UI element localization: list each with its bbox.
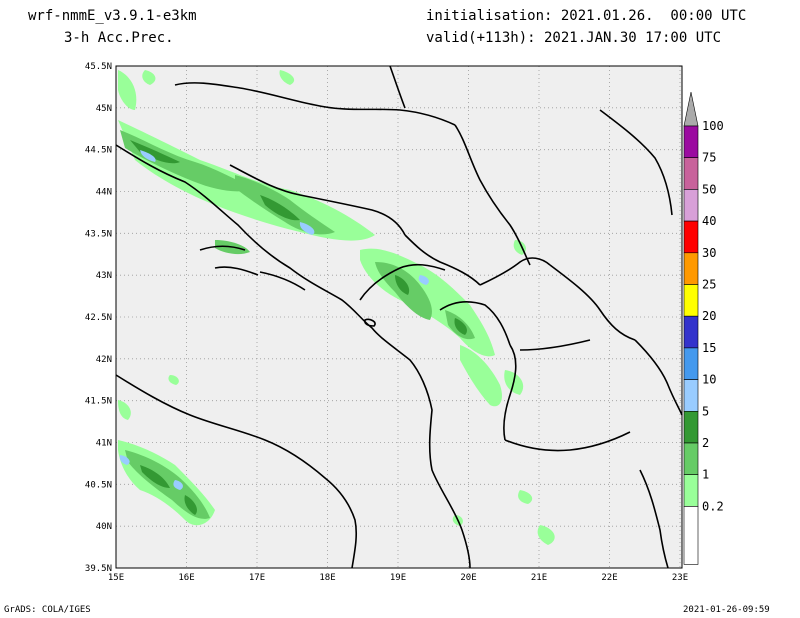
colorbar-segment (683, 189, 699, 222)
hungary-border (389, 65, 406, 109)
field-title: 3-h Acc.Prec. (64, 30, 174, 46)
lat-tick-label: 42.5N (85, 313, 112, 323)
lat-tick-label: 42N (96, 355, 112, 365)
colorbar-segment (683, 125, 699, 159)
colorbar-label: 15 (702, 341, 716, 355)
colorbar-labels: 100 75 50 40 30 25 20 15 10 5 2 1 0.2 (702, 119, 724, 513)
bosnia-serbia-border (404, 234, 481, 286)
colorbar-label: 10 (702, 373, 716, 387)
colorbar-segment (683, 506, 699, 565)
longitude-labels: 15E 16E 17E 18E 19E 20E 21E 22E 23E (108, 573, 688, 583)
lon-tick-label: 17E (249, 573, 265, 583)
lat-tick-label: 44N (96, 188, 112, 198)
boundaries (115, 65, 683, 569)
colorbar-label: 100 (702, 119, 724, 133)
colorbar-label: 75 (702, 151, 716, 165)
map-frame (115, 65, 683, 569)
macedonia-bulgaria (519, 339, 591, 351)
initialisation-label: initialisation: 2021.01.26. 00:00 UTC (426, 8, 747, 24)
colorbar-segment (683, 347, 699, 380)
colorbar-label: 30 (702, 246, 716, 260)
lon-tick-label: 16E (178, 573, 194, 583)
adriatic-east-coast (115, 144, 471, 569)
colorbar-label: 50 (702, 182, 716, 196)
lon-tick-label: 15E (108, 573, 124, 583)
timestamp: 2021-01-26-09:59 (683, 605, 770, 615)
colorbar-segment (683, 315, 699, 349)
colorbar-segment (683, 220, 699, 254)
kosovo-north (479, 257, 551, 286)
macedonia-west (503, 344, 517, 441)
lat-tick-label: 43.5N (85, 229, 112, 239)
lat-tick-label: 44.5N (85, 146, 112, 156)
lat-tick-label: 40.5N (85, 480, 112, 490)
bulgaria-south (634, 339, 683, 416)
lon-tick-label: 20E (460, 573, 476, 583)
colorbar-segment (683, 252, 699, 285)
island-korcula (214, 266, 259, 276)
italy-east-coast (115, 374, 358, 569)
lat-tick-label: 45N (96, 104, 112, 114)
lon-tick-label: 21E (531, 573, 547, 583)
colorbar-segment (683, 442, 699, 476)
colorbar-segment (683, 410, 699, 444)
valid-time-label: valid(+113h): 2021.JAN.30 17:00 UTC (426, 30, 722, 46)
lat-tick-label: 41N (96, 439, 112, 449)
bulgaria-west (549, 264, 636, 341)
map-background (116, 66, 682, 568)
kotor-bay (364, 318, 376, 327)
lon-tick-label: 22E (601, 573, 617, 583)
colorbar-top-triangle (683, 91, 699, 127)
colorbar-segment (683, 284, 699, 317)
colorbar-segment (683, 474, 699, 507)
lat-tick-label: 40N (96, 522, 112, 532)
northern-border (174, 82, 456, 126)
colorbar-label: 0.2 (702, 499, 724, 513)
lat-tick-label: 45.5N (85, 62, 112, 72)
greece-north (504, 431, 631, 452)
model-title: wrf-nmmE_v3.9.1-e3km (28, 8, 197, 24)
colorbar-label: 20 (702, 309, 716, 323)
lon-tick-label: 23E (672, 573, 688, 583)
latitude-labels: 45.5N 45N 44.5N 44N 43.5N 43N 42.5N 42N 41.5N 41N… (85, 62, 112, 574)
colorbar-label: 2 (702, 436, 709, 450)
albania-north (439, 300, 511, 346)
island-hvar (199, 245, 246, 251)
aegean-coast (639, 469, 669, 569)
colorbar-segment (683, 379, 699, 412)
colorbar-label: 5 (702, 404, 709, 418)
colorbar-label: 40 (702, 214, 716, 228)
lat-tick-label: 39.5N (85, 564, 112, 574)
precipitation-areas (118, 70, 555, 545)
colorbar-label: 1 (702, 468, 709, 482)
colorbar-label: 25 (702, 278, 716, 292)
peljesac (259, 271, 306, 291)
croatia-bosnia-border (229, 164, 406, 236)
lat-tick-label: 43N (96, 271, 112, 281)
lon-tick-label: 18E (319, 573, 335, 583)
colorbar (683, 91, 699, 565)
romania-border (599, 109, 673, 216)
montenegro-border (359, 263, 446, 301)
colorbar-segment (683, 157, 699, 190)
serbia-west-border (454, 124, 531, 266)
grads-credit: GrADS: COLA/IGES (4, 605, 91, 615)
lon-tick-label: 19E (390, 573, 406, 583)
lat-tick-label: 41.5N (85, 397, 112, 407)
